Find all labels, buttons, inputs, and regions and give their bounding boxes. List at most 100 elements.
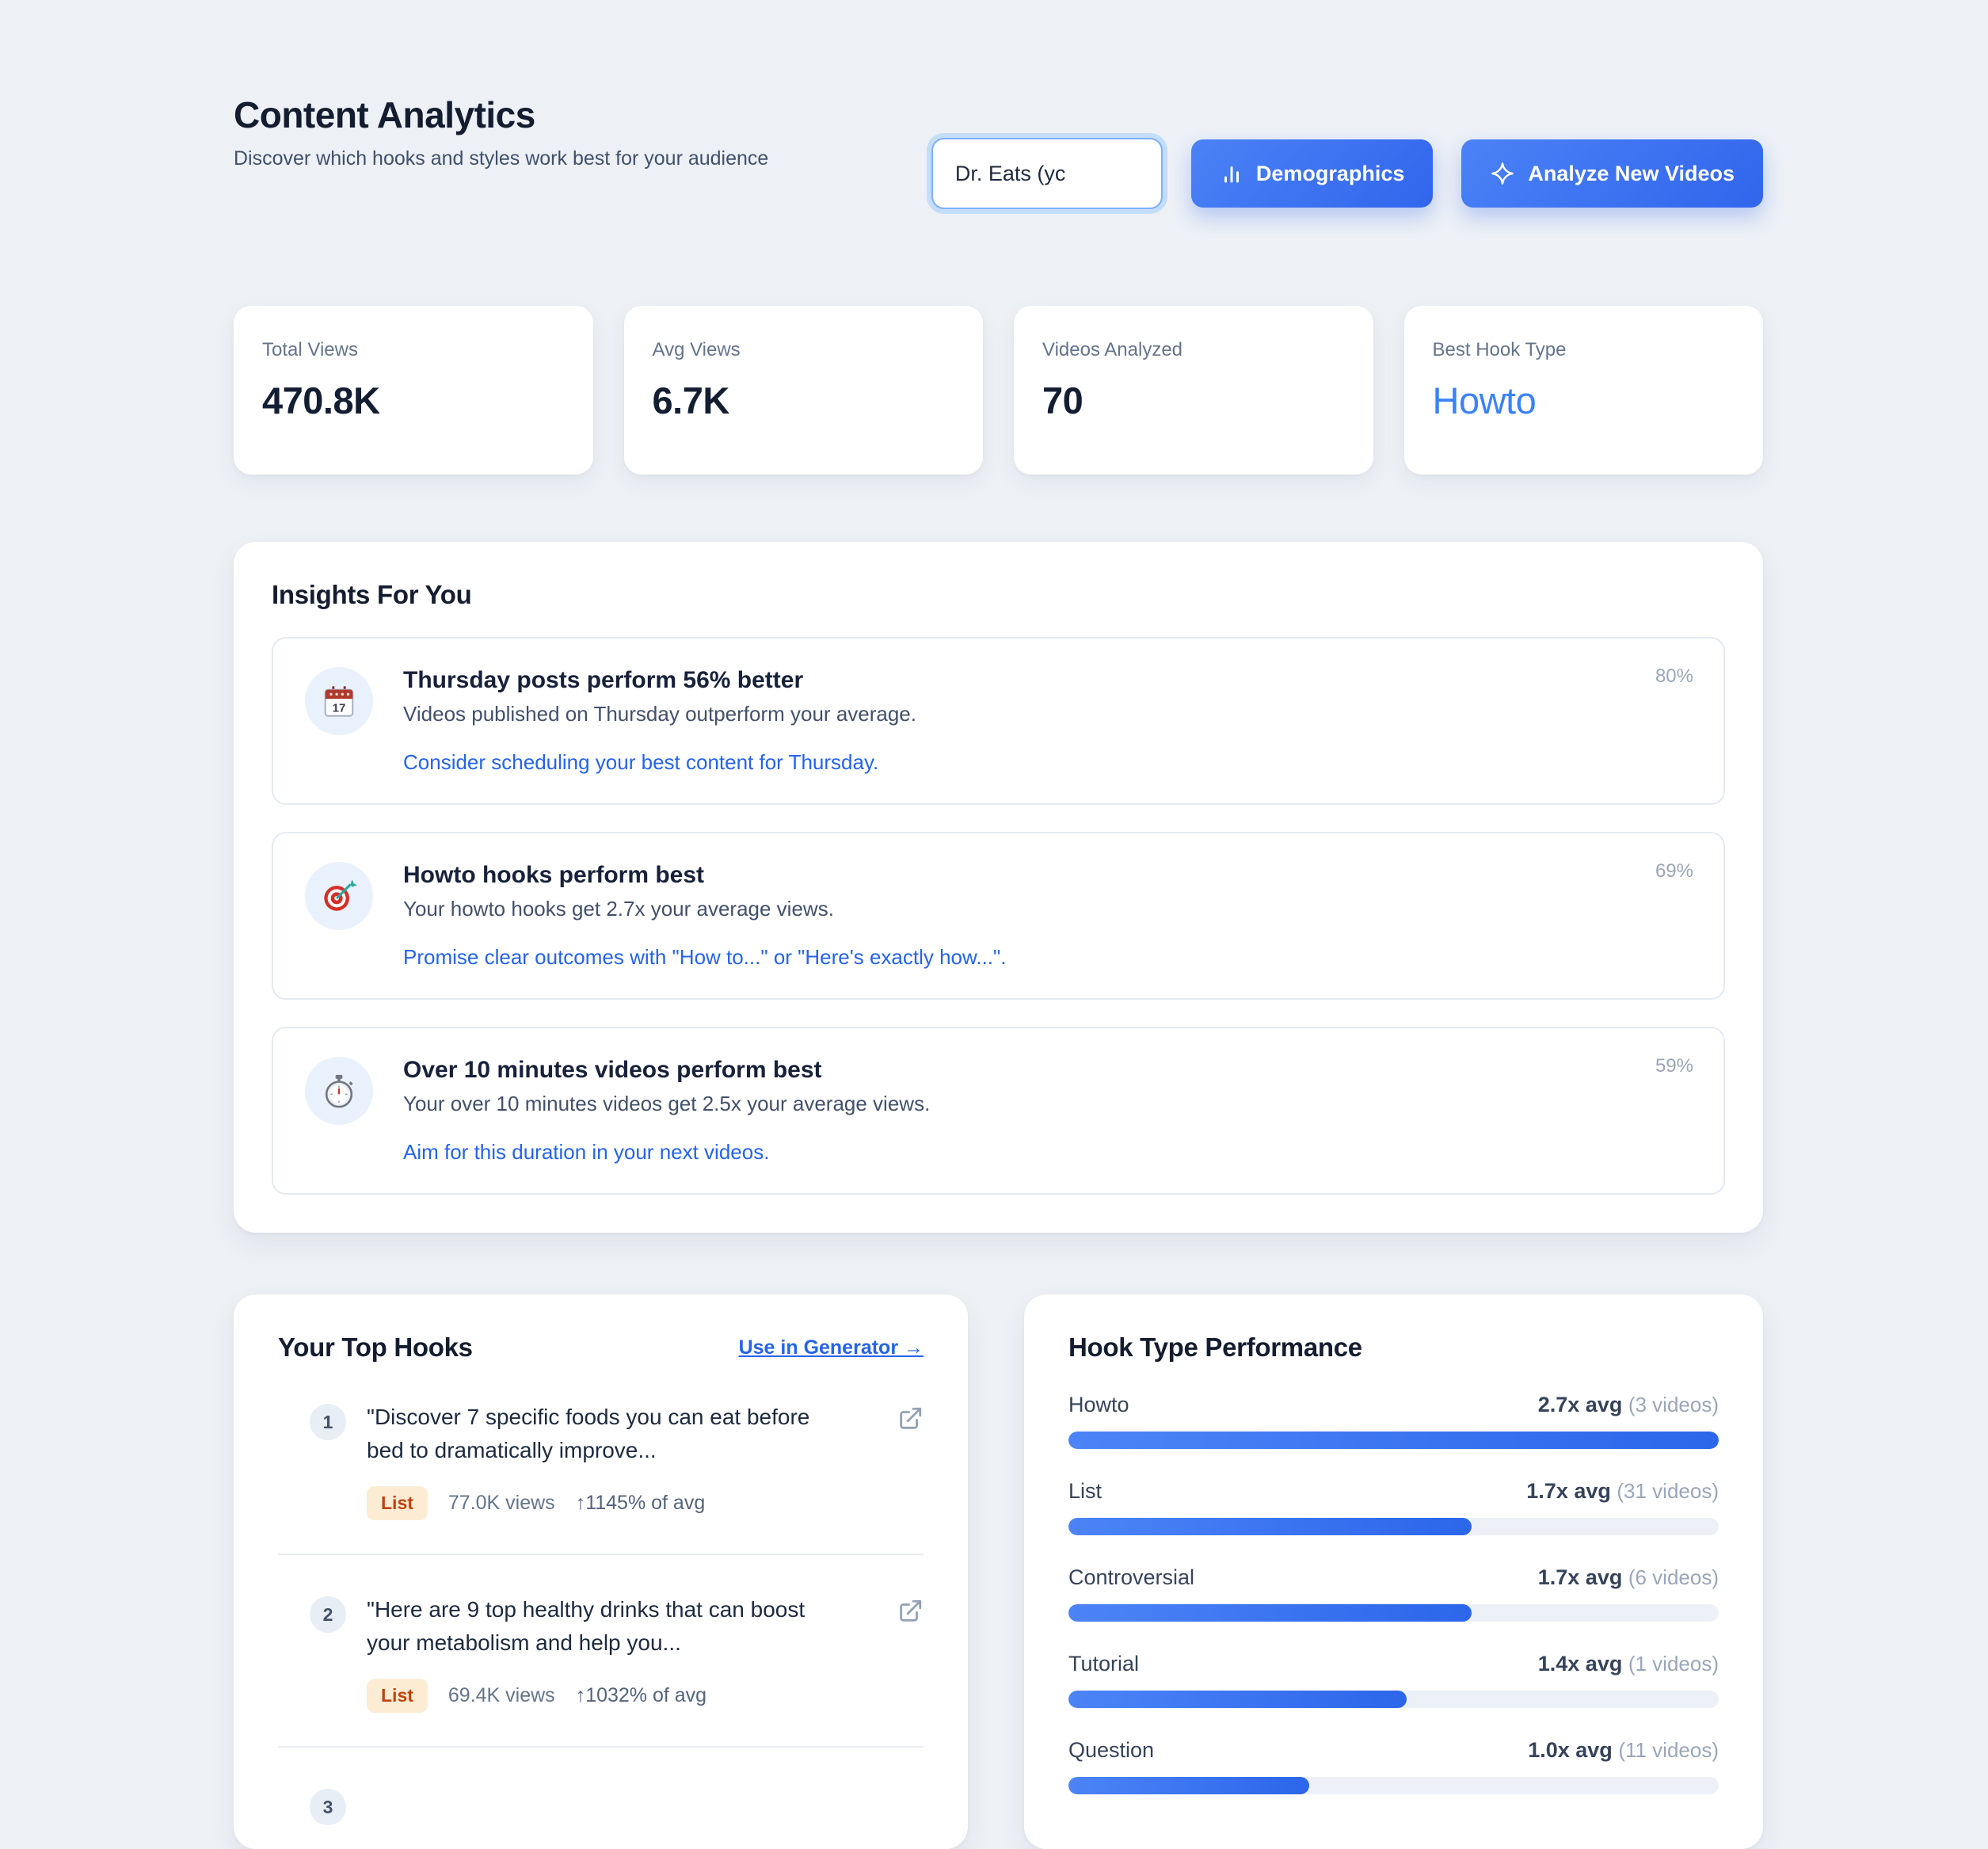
hook-type-badge: List [367,1486,428,1520]
insight-title: Howto hooks perform best [403,862,705,888]
demographics-label: Demographics [1255,161,1405,185]
hook-text: "Discover 7 specific foods you can eat b… [367,1405,810,1462]
progress-track [1068,1432,1719,1449]
channel-select[interactable]: Dr. Eats (yc [931,138,1163,209]
performance-value: 2.7x avg [1537,1393,1623,1416]
progress-track [1068,1777,1719,1794]
external-link-icon[interactable] [897,1598,924,1660]
performance-value: 1.7x avg [1537,1565,1623,1589]
insight-confidence: 80% [1655,665,1693,687]
hook-text: "Here are 9 top healthy drinks that can … [367,1597,805,1655]
header-controls: Dr. Eats (yc Demographics Analyze New Vi… [931,138,1763,209]
target-icon [324,879,357,911]
performance-label: Tutorial [1068,1652,1140,1676]
performance-video-count: (3 videos) [1628,1393,1719,1416]
insight-action-link[interactable]: Promise clear outcomes with "How to..." … [403,945,1007,969]
stat-label: Best Hook Type [1432,339,1567,360]
hook-performance-title: Hook Type Performance [1068,1332,1362,1362]
hook-avg-percent: ↑1032% of avg [575,1684,707,1706]
insight-action-link[interactable]: Consider scheduling your best content fo… [403,750,879,774]
demographics-button[interactable]: Demographics [1190,139,1434,208]
hook-performance-panel: Hook Type Performance Howto 2.7x avg (3 … [1024,1294,1763,1849]
top-hooks-title: Your Top Hooks [278,1332,473,1362]
insight-card-duration: Over 10 minutes videos perform best Your… [272,1027,1725,1195]
progress-track [1068,1691,1719,1708]
sparkle-icon [1491,162,1514,185]
stat-card-best-hook-type: Best Hook Type Howto [1403,306,1763,475]
performance-row: Controversial 1.7x avg (6 videos) [1068,1565,1719,1622]
insight-confidence: 59% [1655,1055,1693,1077]
bottom-grid: Your Top Hooks Use in Generator → 1 "Dis… [234,1294,1763,1849]
stat-value: 6.7K [652,379,730,421]
top-hooks-panel: Your Top Hooks Use in Generator → 1 "Dis… [234,1294,968,1849]
external-link-icon[interactable] [897,1405,924,1467]
page-subtitle: Discover which hooks and styles work bes… [234,147,769,170]
rank-badge: 3 [310,1789,346,1825]
progress-fill [1068,1691,1407,1708]
svg-text:17: 17 [333,702,346,715]
insight-description: Videos published on Thursday outperform … [403,702,916,726]
divider [278,1554,924,1555]
progress-fill [1068,1518,1472,1535]
stat-card-total-views: Total Views 470.8K [234,306,593,475]
divider [278,1746,924,1748]
insight-title: Thursday posts perform 56% better [403,667,804,693]
calendar-icon: 17 [324,686,354,717]
performance-video-count: (31 videos) [1617,1479,1719,1503]
performance-label: List [1068,1479,1103,1503]
rank-badge: 2 [310,1596,346,1633]
header-text: Content Analytics Discover which hooks a… [234,93,768,173]
hook-list-item: 3 [278,1786,924,1825]
performance-label: Howto [1068,1393,1129,1416]
performance-video-count: (11 videos) [1618,1738,1719,1762]
stat-label: Total Views [262,339,358,360]
stat-value: 470.8K [262,379,380,421]
insights-section: Insights For You 17 Thursday posts perfo… [234,542,1763,1233]
page-header: Content Analytics Discover which hooks a… [234,93,1763,209]
stat-card-avg-views: Avg Views 6.7K [623,306,983,475]
hook-list-item: 2 "Here are 9 top healthy drinks that ca… [278,1593,924,1713]
stats-row: Total Views 470.8K Avg Views 6.7K Videos… [234,306,1763,475]
insight-action-link[interactable]: Aim for this duration in your next video… [403,1140,770,1164]
stat-value: 70 [1042,379,1083,421]
use-in-generator-link[interactable]: Use in Generator → [738,1336,924,1359]
hook-type-badge: List [367,1679,428,1713]
hook-views: 69.4K views [447,1684,555,1706]
analyze-new-videos-button[interactable]: Analyze New Videos [1461,139,1763,208]
performance-value: 1.7x avg [1526,1479,1611,1503]
performance-value: 1.0x avg [1528,1738,1613,1762]
insights-title: Insights For You [272,580,472,609]
channel-select-value: Dr. Eats (yc [954,161,1066,185]
stat-label: Avg Views [652,339,741,360]
performance-value: 1.4x avg [1537,1652,1623,1676]
insight-card-thursday: 17 Thursday posts perform 56% better Vid… [272,637,1725,805]
stat-label: Videos Analyzed [1042,339,1183,360]
performance-video-count: (6 videos) [1628,1565,1719,1589]
analyze-new-videos-label: Analyze New Videos [1528,161,1735,185]
bar-chart-icon [1224,166,1239,183]
insight-confidence: 69% [1655,860,1693,882]
progress-fill [1068,1604,1472,1622]
performance-video-count: (1 videos) [1628,1652,1719,1676]
rank-badge: 1 [310,1404,346,1440]
performance-row: Howto 2.7x avg (3 videos) [1068,1393,1719,1449]
stopwatch-icon [325,1074,353,1108]
performance-label: Question [1068,1738,1155,1762]
insight-description: Your over 10 minutes videos get 2.5x you… [403,1092,931,1115]
page-title: Content Analytics [234,94,535,135]
progress-fill [1068,1777,1309,1794]
stat-value: Howto [1432,379,1537,421]
hook-views: 77.0K views [447,1492,555,1514]
progress-track [1068,1604,1719,1622]
performance-label: Controversial [1068,1565,1195,1589]
progress-track [1068,1518,1719,1535]
insight-title: Over 10 minutes videos perform best [403,1057,822,1083]
stat-card-videos-analyzed: Videos Analyzed 70 [1014,306,1373,475]
progress-fill [1068,1432,1719,1449]
hook-list-item: 1 "Discover 7 specific foods you can eat… [278,1401,924,1520]
insight-description: Your howto hooks get 2.7x your average v… [403,897,834,921]
performance-row: Question 1.0x avg (11 videos) [1068,1738,1719,1794]
insight-card-howto-hooks: Howto hooks perform best Your howto hook… [272,832,1725,1000]
hook-avg-percent: ↑1145% of avg [575,1492,706,1514]
content-analytics-page: Content Analytics Discover which hooks a… [234,0,1763,1849]
